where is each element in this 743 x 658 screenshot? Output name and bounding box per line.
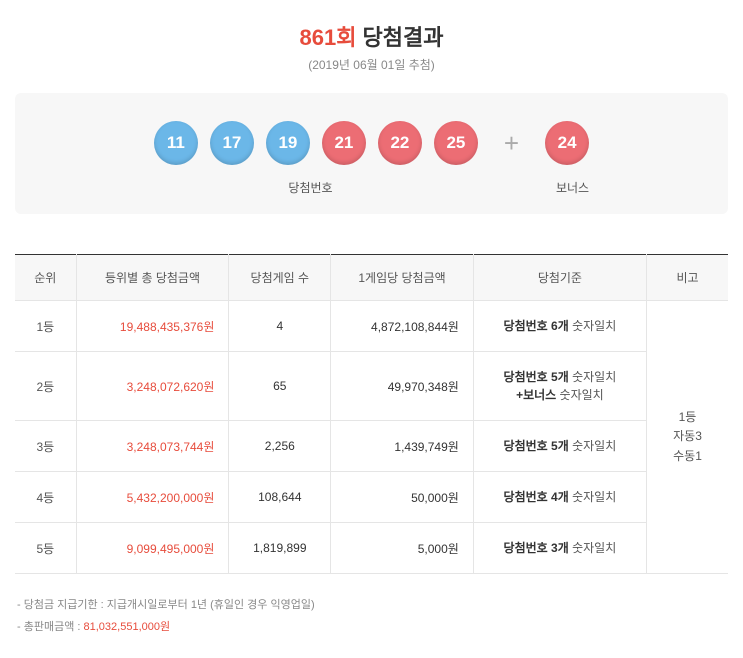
footnote-total-sales: 총판매금액 : 81,032,551,000원	[15, 616, 728, 638]
table-header-cell: 1게임당 당첨금액	[331, 255, 474, 301]
footnotes: 당첨금 지급기한 : 지급개시일로부터 1년 (휴일인 경우 익영업일) 총판매…	[15, 594, 728, 638]
rank-cell: 2등	[15, 352, 76, 421]
table-header-cell: 순위	[15, 255, 76, 301]
result-header: 861회 당첨결과 (2019년 06월 01일 추첨)	[15, 20, 728, 73]
per-game-cell: 1,439,749원	[331, 421, 474, 472]
round-number: 861회	[299, 25, 356, 50]
page-title: 861회 당첨결과	[15, 20, 728, 52]
criteria-cell: 당첨번호 5개 숫자일치	[473, 421, 646, 472]
label-row: 당첨번호 보너스	[35, 179, 708, 196]
bonus-ball: 24	[545, 121, 589, 165]
per-game-cell: 4,872,108,844원	[331, 301, 474, 352]
total-amount-cell: 9,099,495,000원	[76, 523, 229, 574]
criteria-cell: 당첨번호 3개 숫자일치	[473, 523, 646, 574]
per-game-cell: 5,000원	[331, 523, 474, 574]
criteria-cell: 당첨번호 5개 숫자일치+보너스 숫자일치	[473, 352, 646, 421]
total-amount-cell: 3,248,072,620원	[76, 352, 229, 421]
number-row: 11 17 19 21 22 25 + 24	[35, 121, 708, 165]
table-header-row: 순위등위별 총 당첨금액당첨게임 수1게임당 당첨금액당첨기준비고	[15, 255, 728, 301]
rank-cell: 4등	[15, 472, 76, 523]
count-cell: 4	[229, 301, 331, 352]
total-amount-cell: 19,488,435,376원	[76, 301, 229, 352]
table-header-cell: 비고	[646, 255, 728, 301]
lottery-ball: 25	[434, 121, 478, 165]
total-sales-label: 총판매금액 :	[24, 621, 84, 633]
rank-cell: 3등	[15, 421, 76, 472]
criteria-cell: 당첨번호 6개 숫자일치	[473, 301, 646, 352]
winning-numbers-panel: 11 17 19 21 22 25 + 24 당첨번호 보너스	[15, 93, 728, 214]
prize-table: 순위등위별 총 당첨금액당첨게임 수1게임당 당첨금액당첨기준비고 1등19,4…	[15, 254, 728, 574]
total-amount-cell: 5,432,200,000원	[76, 472, 229, 523]
bonus-label: 보너스	[551, 179, 595, 196]
count-cell: 1,819,899	[229, 523, 331, 574]
table-body: 1등19,488,435,376원44,872,108,844원당첨번호 6개 …	[15, 301, 728, 574]
table-header-cell: 당첨게임 수	[229, 255, 331, 301]
table-row: 1등19,488,435,376원44,872,108,844원당첨번호 6개 …	[15, 301, 728, 352]
lottery-ball: 17	[210, 121, 254, 165]
bonus-ball-container: 24	[545, 121, 589, 165]
lottery-ball: 22	[378, 121, 422, 165]
title-suffix: 당첨결과	[356, 25, 443, 50]
draw-date: (2019년 06월 01일 추첨)	[15, 56, 728, 73]
rank-cell: 1등	[15, 301, 76, 352]
table-row: 3등3,248,073,744원2,2561,439,749원당첨번호 5개 숫…	[15, 421, 728, 472]
per-game-cell: 50,000원	[331, 472, 474, 523]
plus-sign: +	[504, 128, 519, 159]
table-row: 4등5,432,200,000원108,64450,000원당첨번호 4개 숫자…	[15, 472, 728, 523]
main-balls: 11 17 19 21 22 25	[154, 121, 478, 165]
count-cell: 2,256	[229, 421, 331, 472]
lottery-ball: 11	[154, 121, 198, 165]
total-amount-cell: 3,248,073,744원	[76, 421, 229, 472]
table-header-cell: 등위별 총 당첨금액	[76, 255, 229, 301]
rank-cell: 5등	[15, 523, 76, 574]
lottery-ball: 21	[322, 121, 366, 165]
total-sales-value: 81,032,551,000원	[84, 621, 171, 633]
table-row: 5등9,099,495,000원1,819,8995,000원당첨번호 3개 숫…	[15, 523, 728, 574]
lottery-ball: 19	[266, 121, 310, 165]
per-game-cell: 49,970,348원	[331, 352, 474, 421]
count-cell: 65	[229, 352, 331, 421]
table-header-cell: 당첨기준	[473, 255, 646, 301]
note-cell: 1등자동3수동1	[646, 301, 728, 574]
count-cell: 108,644	[229, 472, 331, 523]
criteria-cell: 당첨번호 4개 숫자일치	[473, 472, 646, 523]
table-row: 2등3,248,072,620원6549,970,348원당첨번호 5개 숫자일…	[15, 352, 728, 421]
main-label: 당첨번호	[149, 179, 473, 196]
footnote-deadline: 당첨금 지급기한 : 지급개시일로부터 1년 (휴일인 경우 익영업일)	[15, 594, 728, 616]
